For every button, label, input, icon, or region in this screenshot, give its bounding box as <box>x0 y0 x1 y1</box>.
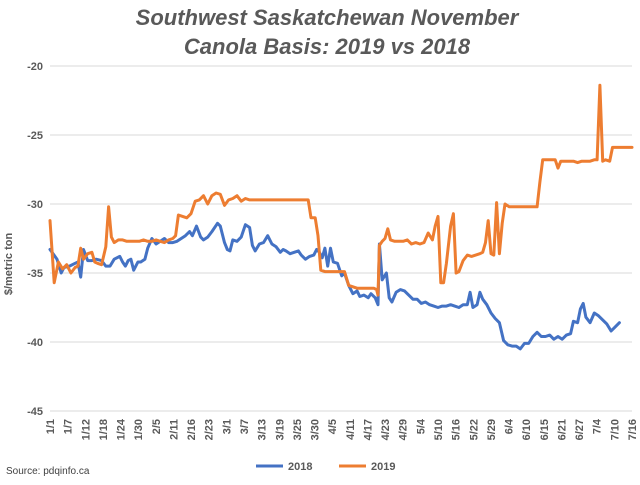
x-tick-label: 7/10 <box>609 419 621 440</box>
x-tick-label: 1/1 <box>45 419 57 434</box>
legend-label-2019: 2019 <box>371 461 395 473</box>
y-axis-label: $/metric ton <box>3 233 15 296</box>
x-tick-label: 4/17 <box>362 419 374 440</box>
x-tick-label: 1/30 <box>133 419 145 440</box>
x-tick-label: 5/22 <box>468 419 480 440</box>
x-tick-label: 4/23 <box>380 419 392 440</box>
x-tick-label: 1/12 <box>80 419 92 440</box>
x-tick-label: 3/19 <box>274 419 286 440</box>
legend: 2018 2019 <box>256 461 395 473</box>
y-tick-labels: -20 -25 -30 -35 -40 -45 <box>27 61 43 418</box>
chart-title-line1: Southwest Saskatchewan November <box>136 5 520 30</box>
y-tick-label: -20 <box>27 61 43 73</box>
x-tick-label: 6/4 <box>504 418 516 434</box>
x-tick-label: 7/4 <box>592 418 604 434</box>
x-tick-label: 3/25 <box>292 419 304 440</box>
y-tick-label: -40 <box>27 337 43 349</box>
series-layer <box>48 83 634 351</box>
x-tick-label: 5/16 <box>451 419 463 440</box>
x-tick-label: 5/10 <box>433 419 445 440</box>
y-tick-label: -30 <box>27 199 43 211</box>
x-tick-label: 7/16 <box>627 419 639 440</box>
x-tick-label: 3/1 <box>221 419 233 434</box>
y-tick-label: -25 <box>27 130 43 142</box>
x-tick-label: 1/24 <box>116 418 128 440</box>
series-line-2018 <box>48 221 621 351</box>
x-tick-label: 4/11 <box>345 419 357 440</box>
x-tick-label: 6/21 <box>556 419 568 440</box>
legend-label-2018: 2018 <box>288 461 312 473</box>
x-tick-label: 3/30 <box>310 419 322 440</box>
y-tick-label: -45 <box>27 406 43 418</box>
x-tick-label: 2/16 <box>186 419 198 440</box>
source-note: Source: pdqinfo.ca <box>6 466 90 477</box>
x-tick-label: 5/4 <box>415 418 427 434</box>
x-tick-label: 6/27 <box>574 419 586 440</box>
x-tick-label: 3/13 <box>257 419 269 440</box>
x-tick-label: 2/11 <box>168 419 180 440</box>
x-tick-label: 1/18 <box>98 419 110 440</box>
x-tick-label: 2/23 <box>204 419 216 440</box>
x-tick-label: 4/29 <box>398 419 410 440</box>
x-tick-label: 4/5 <box>327 419 339 434</box>
x-tick-label: 2/5 <box>151 419 163 434</box>
x-tick-label: 6/15 <box>539 419 551 440</box>
chart-title-line2: Canola Basis: 2019 vs 2018 <box>184 34 471 59</box>
series-line-2019 <box>48 83 634 297</box>
x-tick-label: 5/29 <box>486 419 498 440</box>
y-tick-label: -35 <box>27 268 43 280</box>
x-tick-label: 1/7 <box>63 419 75 434</box>
grid-layer <box>50 65 632 412</box>
x-tick-label: 6/10 <box>521 419 533 440</box>
x-tick-labels: 1/1 1/7 1/12 1/18 1/24 1/30 2/5 2/11 2/16 2/23 3/1… <box>45 418 639 440</box>
x-tick-label: 3/7 <box>239 419 251 434</box>
